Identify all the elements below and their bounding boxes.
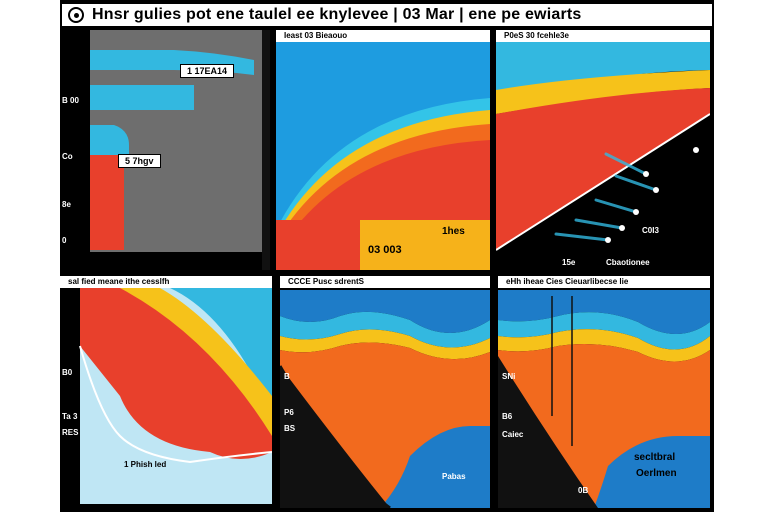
panel-4-label-c: RES xyxy=(62,428,79,437)
title-bar: Hnsr gulies pot ene taulel ee knylevee |… xyxy=(60,2,714,28)
panel-5-label-c: BS xyxy=(284,424,296,433)
y-tick-1: B 00 xyxy=(62,96,79,105)
panel-top-left[interactable]: 1 17EA14 5 7hgv xyxy=(84,30,270,270)
panel-top-middle-plot xyxy=(276,30,490,270)
panel-bottom-left[interactable]: sal fied meane ithe cesslfh B0 Ta 3 RES … xyxy=(60,276,272,508)
panel-3-label-a: C0I3 xyxy=(642,226,659,235)
panel-caption-3: P0eS 30 fcehle3e xyxy=(496,30,710,42)
panel-top-right-plot xyxy=(496,42,710,251)
y-tick-2: Co xyxy=(62,152,73,161)
panel-top-right[interactable]: P0eS 30 fcehle3e C0I3 15e Cbaotionee xyxy=(496,30,710,270)
panel-caption-5: CCCE Pusc sdrentS xyxy=(280,276,490,288)
panel-bottom-right-plot xyxy=(498,290,710,508)
panel-3-label-c: Cbaotionee xyxy=(606,258,650,267)
y-tick-3: 8e xyxy=(62,200,71,209)
panel-6-label-a: SNi xyxy=(502,372,516,381)
panel-bottom-middle-plot xyxy=(280,290,490,508)
panel-4-label-d: 1 Phish led xyxy=(124,460,167,469)
panel-4-label-b: Ta 3 xyxy=(62,412,78,421)
panel-6-label-c: Caiec xyxy=(502,430,524,439)
panel-6-label-b: B6 xyxy=(502,412,513,421)
panel-6-label-f: 0B xyxy=(578,486,589,495)
panel-bottom-left-plot xyxy=(79,288,272,504)
panel-caption-4: sal fied meane ithe cesslfh xyxy=(60,276,272,288)
y-tick-4: 0 xyxy=(62,236,67,245)
panel-5-label-a: B xyxy=(284,372,290,381)
panel-2-label-b: 1hes xyxy=(442,226,465,237)
callout-top: 1 17EA14 xyxy=(180,64,235,78)
panel-bottom-middle[interactable]: CCCE Pusc sdrentS B P6 BS Pabas xyxy=(280,276,490,508)
panel-caption-6: eHh iheae Cies Cieuarlibecse lie xyxy=(498,276,710,288)
panel-5-label-d: Pabas xyxy=(442,472,466,481)
panel-2-label-a: 03 003 xyxy=(368,244,402,256)
panel-caption-2: Ieast 03 Bieaouo xyxy=(276,30,490,42)
panel-4-label-a: B0 xyxy=(62,368,73,377)
panel-6-label-d: secltbral xyxy=(634,452,676,463)
panel-bottom-right[interactable]: eHh iheae Cies Cieuarlibecse lie SNi B6 … xyxy=(498,276,710,508)
panel-5-label-b: P6 xyxy=(284,408,294,417)
panel-6-label-e: Oerlmen xyxy=(636,468,677,479)
panel-top-left-plot xyxy=(90,30,270,270)
panel-3-label-b: 15e xyxy=(562,258,576,267)
target-icon xyxy=(68,7,84,23)
callout-mid: 5 7hgv xyxy=(118,154,161,168)
panel-top-middle[interactable]: Ieast 03 Bieaouo 03 003 1hes xyxy=(276,30,490,270)
window-title: Hnsr gulies pot ene taulel ee knylevee |… xyxy=(92,6,582,23)
